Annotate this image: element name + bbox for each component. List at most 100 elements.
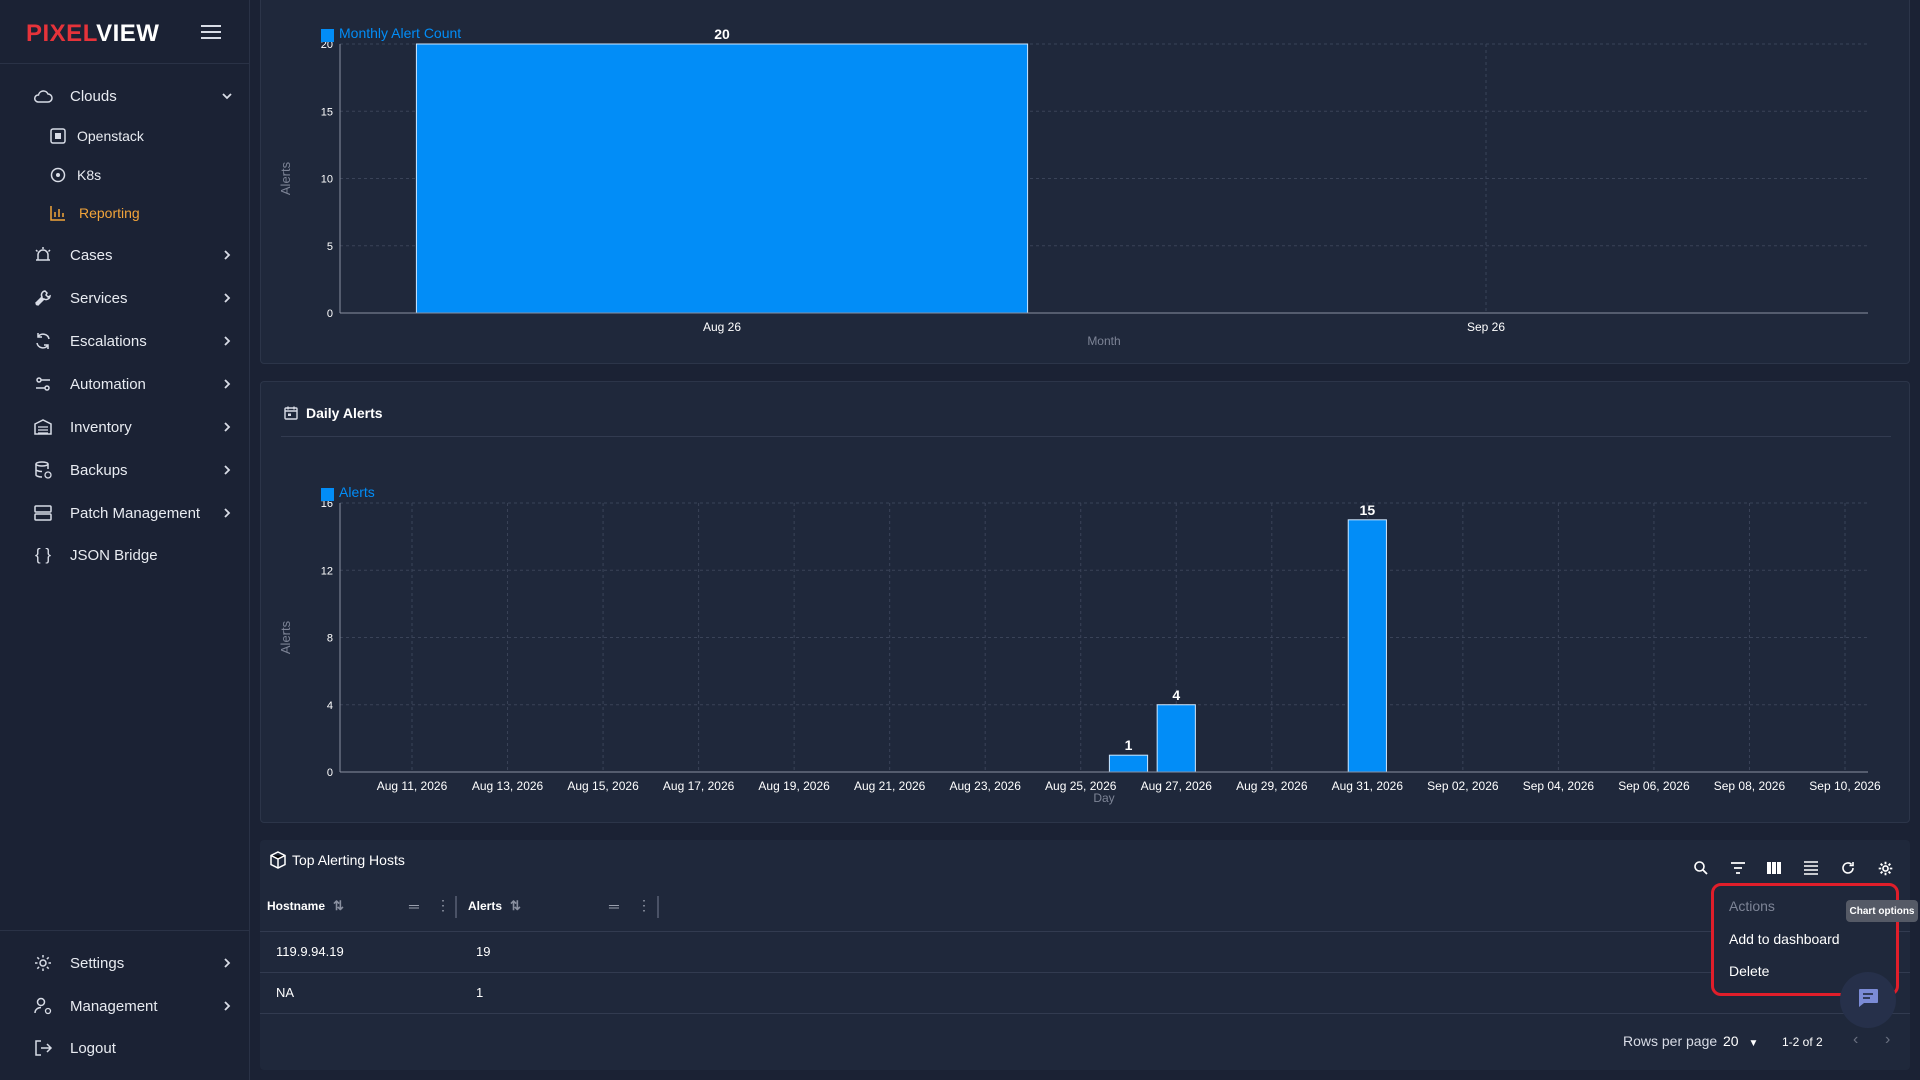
sidebar-item-label: Clouds <box>70 87 117 105</box>
sidebar-item-inventory[interactable]: Inventory <box>0 409 250 445</box>
sidebar-item-label: Inventory <box>70 418 132 436</box>
sidebar-item-label: JSON Bridge <box>70 546 158 564</box>
x-tick-label: Aug 31, 2026 <box>1332 779 1404 793</box>
x-tick-label: Sep 02, 2026 <box>1427 779 1499 793</box>
rows-per-page-label: Rows per page <box>1623 1033 1718 1049</box>
data-label: 15 <box>1360 502 1376 518</box>
y-tick-label: 8 <box>327 633 333 645</box>
rows-per-page-value: 20 <box>1723 1033 1739 1049</box>
x-tick-label: Aug 29, 2026 <box>1236 779 1308 793</box>
sidebar-item-label: Automation <box>70 375 146 393</box>
warehouse-icon <box>32 416 54 438</box>
divider <box>0 930 250 931</box>
data-label: 4 <box>1172 687 1180 703</box>
column-options-icon[interactable]: ⋮ <box>637 897 651 913</box>
legend-swatch <box>321 29 334 42</box>
y-tick-label: 10 <box>321 174 333 186</box>
pagination-info: 1-2 of 2 <box>1782 1035 1823 1049</box>
search-icon[interactable] <box>1690 857 1712 879</box>
sidebar-item-json-bridge[interactable]: { } JSON Bridge <box>0 537 250 573</box>
sidebar-item-k8s[interactable]: K8s <box>0 158 250 192</box>
chevron-right-icon <box>220 334 234 348</box>
x-tick-label: Aug 25, 2026 <box>1045 779 1117 793</box>
chevron-right-icon <box>220 377 234 391</box>
column-header-hostname[interactable]: Hostname ⇅ <box>267 898 344 914</box>
calendar-icon <box>283 405 299 426</box>
filter-icon[interactable] <box>1727 857 1749 879</box>
chevron-right-icon <box>220 956 234 970</box>
sidebar-item-management[interactable]: Management <box>0 988 250 1024</box>
gear-icon[interactable] <box>1874 857 1896 879</box>
sidebar-item-escalations[interactable]: Escalations <box>0 323 250 359</box>
x-tick-label: Aug 15, 2026 <box>567 779 639 793</box>
sidebar-item-services[interactable]: Services <box>0 280 250 316</box>
table-row[interactable]: NA 1 <box>260 973 1910 1013</box>
y-tick-label: 4 <box>327 700 333 712</box>
cell-alerts: 19 <box>476 944 491 959</box>
boxes-icon <box>268 850 288 875</box>
logout-icon <box>32 1037 54 1059</box>
chat-button[interactable] <box>1840 972 1896 1028</box>
bar <box>1108 754 1149 773</box>
legend-label: Monthly Alert Count <box>339 25 461 41</box>
prev-page-icon[interactable]: ‹ <box>1853 1031 1859 1048</box>
column-options-icon[interactable]: ⋮ <box>436 897 450 913</box>
sliders-icon <box>32 373 54 395</box>
sidebar-item-patch-management[interactable]: Patch Management <box>0 495 250 531</box>
cell-alerts: 1 <box>476 985 484 1000</box>
sidebar-item-logout[interactable]: Logout <box>0 1030 250 1066</box>
column-resize-handle[interactable] <box>455 896 457 918</box>
divider <box>281 436 1891 437</box>
x-axis-label: Day <box>1093 791 1114 805</box>
cloud-icon <box>32 85 54 107</box>
sidebar-item-openstack[interactable]: Openstack <box>0 119 250 153</box>
sidebar-item-automation[interactable]: Automation <box>0 366 250 402</box>
rows-per-page-select[interactable]: 20 ▼ <box>1723 1033 1758 1049</box>
legend-label: Alerts <box>339 484 375 500</box>
add-to-dashboard-menu-item[interactable]: Add to dashboard <box>1729 931 1840 947</box>
y-tick-label: 0 <box>327 767 333 779</box>
column-menu-icon[interactable]: ═ <box>609 898 619 914</box>
y-axis-label: Alerts <box>278 161 293 195</box>
sidebar: PIXELVIEW Clouds Openstack K8s Reporting… <box>0 0 250 1080</box>
divider <box>260 1013 1910 1014</box>
refresh-icon[interactable] <box>1837 857 1859 879</box>
chevron-right-icon <box>220 506 234 520</box>
sidebar-item-label: Patch Management <box>70 504 201 522</box>
x-tick-label: Aug 23, 2026 <box>949 779 1021 793</box>
divider <box>260 972 1910 973</box>
table-row[interactable]: 119.9.94.19 19 <box>260 932 1910 972</box>
cell-hostname: 119.9.94.19 <box>276 944 344 959</box>
next-page-icon[interactable]: › <box>1885 1031 1891 1048</box>
chevron-right-icon <box>220 420 234 434</box>
sidebar-item-cases[interactable]: Cases <box>0 237 250 273</box>
sidebar-item-label: Management <box>70 997 158 1015</box>
chevron-right-icon <box>220 463 234 477</box>
column-resize-handle[interactable] <box>657 896 659 918</box>
sidebar-item-backups[interactable]: Backups <box>0 452 250 488</box>
y-tick-label: 0 <box>327 308 333 320</box>
density-icon[interactable] <box>1800 857 1822 879</box>
delete-menu-item[interactable]: Delete <box>1729 963 1770 979</box>
sidebar-item-settings[interactable]: Settings <box>0 945 250 981</box>
chevron-right-icon <box>220 291 234 305</box>
logo-text-part1: PIXEL <box>26 20 97 47</box>
table-title: Top Alerting Hosts <box>292 852 405 868</box>
database-icon <box>32 459 54 481</box>
sidebar-item-reporting[interactable]: Reporting <box>0 196 250 230</box>
x-tick-label: Aug 17, 2026 <box>663 779 735 793</box>
actions-menu-header: Actions <box>1729 898 1775 914</box>
sort-icon[interactable]: ⇅ <box>333 898 344 913</box>
caret-down-icon: ▼ <box>1748 1038 1759 1049</box>
sidebar-item-label: Reporting <box>79 205 140 221</box>
sync-icon <box>32 330 54 352</box>
column-header-alerts[interactable]: Alerts ⇅ <box>468 898 521 914</box>
app-logo[interactable]: PIXELVIEW <box>26 20 159 48</box>
x-tick-label: Aug 11, 2026 <box>377 779 448 793</box>
column-menu-icon[interactable]: ═ <box>409 898 419 914</box>
openstack-icon <box>48 126 68 146</box>
sidebar-item-clouds[interactable]: Clouds <box>0 78 250 114</box>
hamburger-menu-icon[interactable] <box>201 25 221 41</box>
sort-icon[interactable]: ⇅ <box>510 898 521 913</box>
columns-icon[interactable] <box>1763 857 1785 879</box>
